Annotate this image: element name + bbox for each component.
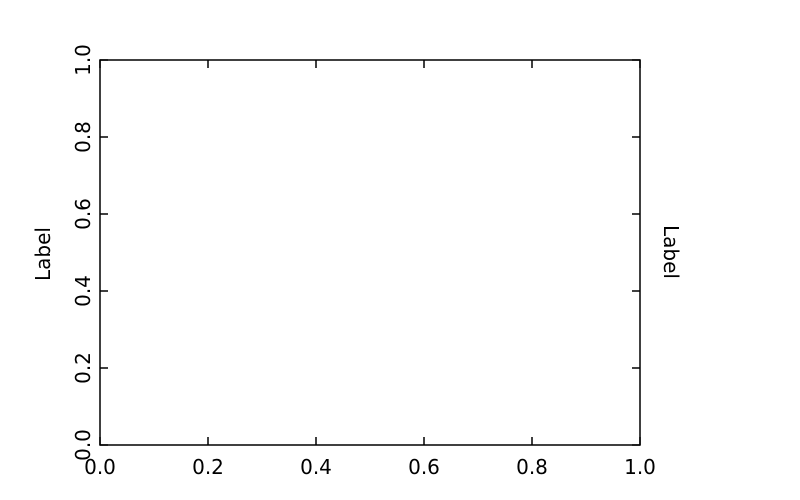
x-tick-label: 0.4 [300,455,332,479]
y-tick-label: 0.4 [71,275,95,307]
y-tick-label: 0.8 [71,121,95,153]
plot-frame [99,59,641,446]
y-tick-labels: 0.0 0.2 0.4 0.6 0.8 1.0 [71,44,95,461]
x-tick-label: 0.8 [516,455,548,479]
y-tick-label: 0.0 [71,429,95,461]
x-tick-label: 0.6 [408,455,440,479]
y-tick-label: 0.2 [71,352,95,384]
x-tick-label: 0.0 [84,455,116,479]
x-tick-labels: 0.0 0.2 0.4 0.6 0.8 1.0 [84,455,656,479]
y-axis-label: Label [31,227,55,281]
x-tick-label: 0.2 [192,455,224,479]
y-axis-label-right: Label [659,225,683,279]
y-tick-label: 0.6 [71,198,95,230]
y-tick-label: 1.0 [71,44,95,76]
x-tick-label: 1.0 [624,455,656,479]
